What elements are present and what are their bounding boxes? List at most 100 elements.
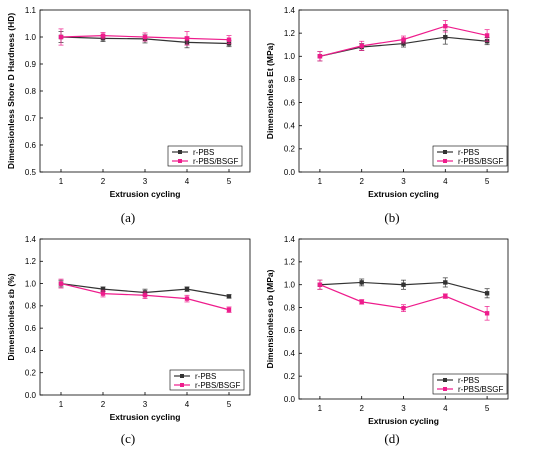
y-tick-label: 1.4 [284,235,296,244]
data-point [359,299,364,305]
series-r-pbs-bsgf [58,28,232,46]
panel-label: (b) [384,210,399,225]
data-point [359,43,364,49]
series-r-pbs-bsgf [58,278,232,313]
x-tick-label: 4 [185,400,190,409]
data-point [184,286,190,292]
legend-marker [443,387,447,391]
y-tick-label: 0.4 [25,346,37,355]
x-tick-label: 2 [359,177,364,186]
series-r-pbs-bsgf [317,279,490,321]
y-tick-label: 0.6 [25,324,37,333]
legend-marker [180,374,184,378]
data-point [317,54,323,59]
legend-marker [443,159,447,163]
y-tick-label: 0.2 [25,369,37,378]
data-point [443,280,448,285]
data-point [58,34,64,40]
y-tick-label: 0.0 [25,391,37,400]
y-tick-label: 1.2 [25,257,37,266]
data-point [401,305,406,311]
legend-label: r-PBS [193,148,214,157]
x-tick-label: 2 [101,177,106,186]
x-tick-label: 3 [401,177,406,186]
y-tick-label: 1.4 [25,235,37,244]
y-tick-label: 1.0 [284,52,296,61]
data-point [484,311,490,316]
y-tick-label: 0.6 [284,326,296,335]
legend-marker [443,150,447,154]
y-tick-label: 0.7 [25,114,37,123]
data-point [401,282,406,287]
x-tick-label: 3 [143,177,148,186]
legend-label: r-PBS/BSGF [458,157,503,166]
y-tick-label: 1.2 [284,29,296,38]
y-tick-label: 0.8 [25,302,37,311]
legend-marker [178,150,182,154]
legend-label: r-PBS/BSGF [195,381,240,390]
legend-marker [180,383,184,387]
chart-panel-3: 0.0 0.2 0.4 0.6 0.8 1.0 1.2 1.4 1 2 3 4 5 Extrusion c… [6,235,251,446]
data-point [184,36,190,41]
series-r-pbs [317,29,490,62]
data-point [401,41,406,46]
chart-panel-2: 0.0 0.2 0.4 0.6 0.8 1.0 1.2 1.4 1 2 3 4 5 Extrusion c… [265,6,509,225]
data-point [100,291,106,296]
legend-label: r-PBS [195,372,216,381]
legend-label: r-PBS [458,148,479,157]
x-axis-title: Extrusion cycling [110,412,181,422]
data-point [100,33,106,38]
data-point [484,291,490,296]
y-tick-label: 0.8 [25,87,37,96]
x-tick-label: 4 [443,404,448,413]
legend-label: r-PBS [458,376,479,385]
data-point [401,37,406,42]
data-point [443,24,448,29]
y-axis-title: Dimensionless Shore D Hardness (HD) [6,13,16,170]
x-tick-label: 4 [185,177,190,186]
y-axis-title: Dimensionless σb (MPa) [265,269,275,368]
data-point [142,34,148,40]
y-tick-label: 0.5 [25,168,37,177]
x-tick-label: 2 [359,404,364,413]
x-tick-label: 5 [227,400,232,409]
legend-label: r-PBS/BSGF [458,385,503,394]
x-tick-label: 2 [101,400,106,409]
y-tick-label: 1.0 [284,281,296,290]
y-tick-label: 0.0 [284,168,296,177]
x-tick-label: 1 [59,177,64,186]
data-point [359,280,364,285]
panel-label: (c) [121,431,135,446]
y-tick-label: 1.0 [25,279,37,288]
y-tick-label: 0.6 [284,98,296,107]
y-tick-label: 1.1 [25,6,37,15]
data-point [100,286,106,292]
y-tick-label: 0.4 [284,122,296,131]
chart-panel-1: 0.5 0.6 0.7 0.8 0.9 1.0 1.1 1 2 3 4 5 Extrusion cycl… [6,6,251,225]
data-point [58,281,64,286]
legend-marker [178,159,182,163]
x-tick-label: 5 [227,177,232,186]
y-tick-label: 0.9 [25,60,37,69]
data-point [484,33,490,38]
y-axis-title: Dimensionless Et (MPa) [265,43,275,140]
y-tick-label: 0.8 [284,303,296,312]
y-tick-label: 0.2 [284,145,296,154]
y-tick-label: 0.8 [284,75,296,84]
y-axis-title: Dimensionless εb (%) [6,273,16,360]
data-point [226,307,232,312]
y-tick-label: 0.4 [284,349,296,358]
x-tick-label: 1 [318,177,323,186]
x-tick-label: 3 [143,400,148,409]
data-point [226,294,232,299]
panel-label: (d) [384,431,399,446]
y-tick-label: 0.2 [284,372,296,381]
y-tick-label: 1.2 [284,258,296,267]
legend-label: r-PBS/BSGF [193,157,238,166]
data-point [142,293,148,298]
data-point [317,282,323,287]
chart-panel-4: 0.0 0.2 0.4 0.6 0.8 1.0 1.2 1.4 1 2 3 4 5 Extrusion c… [265,235,509,446]
x-tick-label: 4 [443,177,448,186]
